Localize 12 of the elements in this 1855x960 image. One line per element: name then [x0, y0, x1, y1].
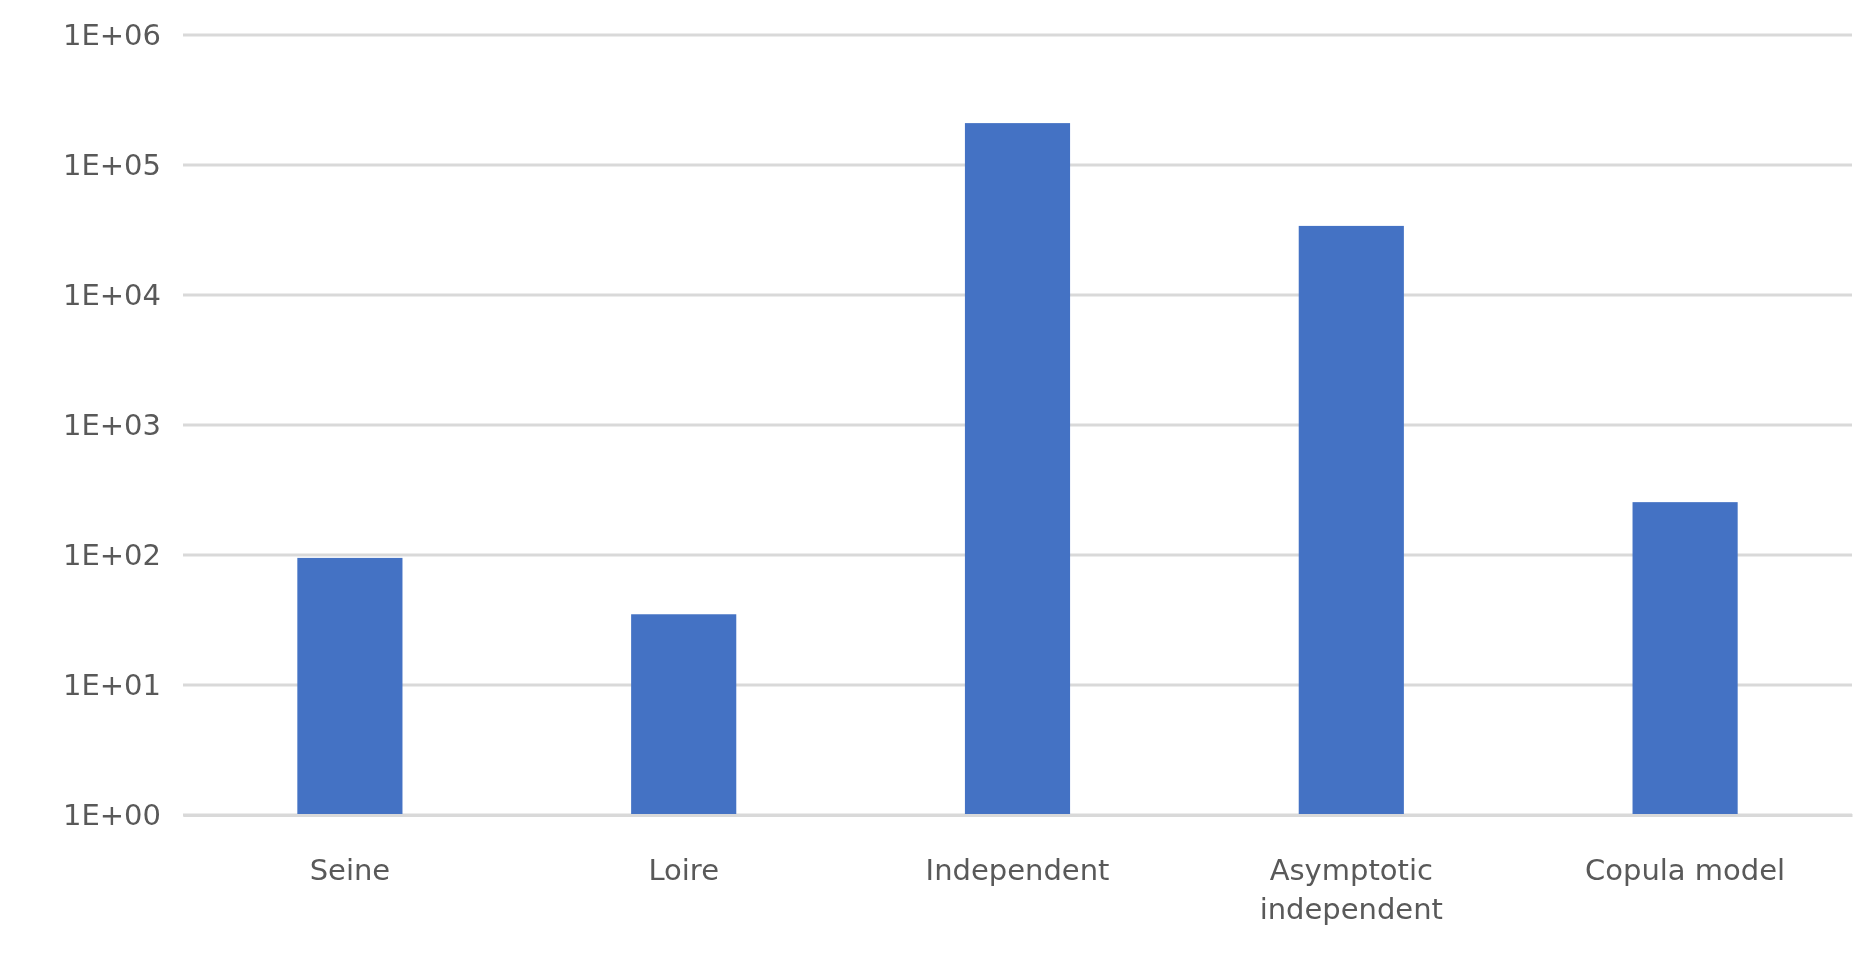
- x-tick-label: Independent: [925, 853, 1110, 887]
- y-tick-label: 1E+05: [63, 147, 161, 182]
- y-tick-label: 1E+03: [63, 407, 161, 442]
- y-tick-label: 1E+02: [63, 537, 161, 572]
- x-tick-label: Loire: [648, 853, 719, 887]
- y-tick-label: 1E+01: [63, 667, 161, 702]
- y-tick-label: 1E+00: [63, 797, 161, 832]
- x-tick-label: Copula model: [1585, 853, 1786, 887]
- x-tick-label: Asymptotic independent: [1259, 853, 1443, 927]
- x-tick-label: Seine: [309, 853, 391, 887]
- y-tick-label: 1E+04: [63, 277, 161, 312]
- y-tick-label: 1E+06: [63, 17, 161, 52]
